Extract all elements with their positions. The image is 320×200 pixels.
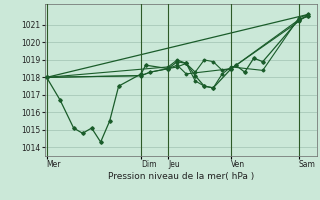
X-axis label: Pression niveau de la mer( hPa ): Pression niveau de la mer( hPa ) [108,172,254,181]
